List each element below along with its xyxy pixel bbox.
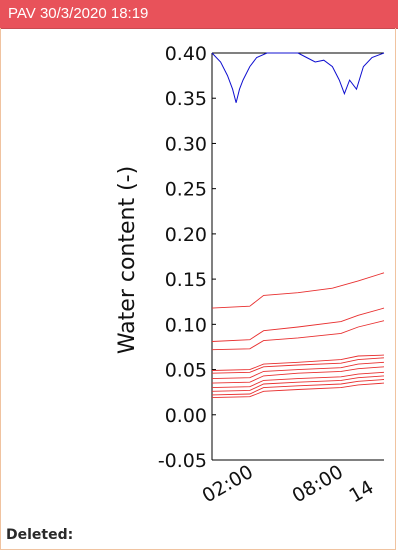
deleted-label: Deleted: — [6, 527, 74, 543]
y-axis-label: Water content (-) — [115, 166, 140, 354]
red-series-line — [211, 366, 385, 384]
red-series-line — [211, 382, 385, 399]
y-tick-label: 0.25 — [165, 179, 207, 201]
red-series-line — [211, 357, 385, 374]
y-tick-labels: 0.40 0.35 0.30 0.25 0.20 0.15 0.10 0.05 0.00 -0.0… — [158, 43, 207, 472]
red-series-line — [211, 307, 385, 342]
y-tick-label: 0.30 — [165, 133, 207, 155]
y-tick-label: 0.35 — [165, 88, 207, 110]
red-series-line — [211, 379, 385, 396]
y-tick-label: 0.00 — [165, 405, 207, 427]
x-tick-label: 02:00 — [199, 461, 257, 507]
red-series-line — [211, 375, 385, 392]
y-tick-label: 0.40 — [165, 43, 207, 65]
blue-series-line — [211, 52, 385, 103]
y-tick-label: 0.20 — [165, 224, 207, 246]
series-lines — [211, 52, 385, 399]
y-tick-label: -0.05 — [158, 450, 207, 472]
red-series-line — [211, 354, 385, 371]
water-content-chart: 0.40 0.35 0.30 0.25 0.20 0.15 0.10 0.05 0.00 -0.0… — [115, 43, 385, 507]
red-series-line — [211, 272, 385, 309]
y-tick-label: 0.10 — [165, 314, 207, 336]
y-tick-label: 0.05 — [165, 360, 207, 382]
red-series-line — [211, 371, 385, 389]
y-tick-label: 0.15 — [165, 269, 207, 291]
red-series-line — [211, 320, 385, 351]
card-title: PAV 30/3/2020 18:19 — [8, 5, 149, 22]
card-header: PAV 30/3/2020 18:19 — [0, 0, 398, 29]
x-tick-label: 14 — [346, 476, 378, 507]
y-tick-marks — [212, 52, 216, 461]
red-series-line — [211, 361, 385, 380]
x-tick-label: 08:00 — [289, 461, 347, 507]
